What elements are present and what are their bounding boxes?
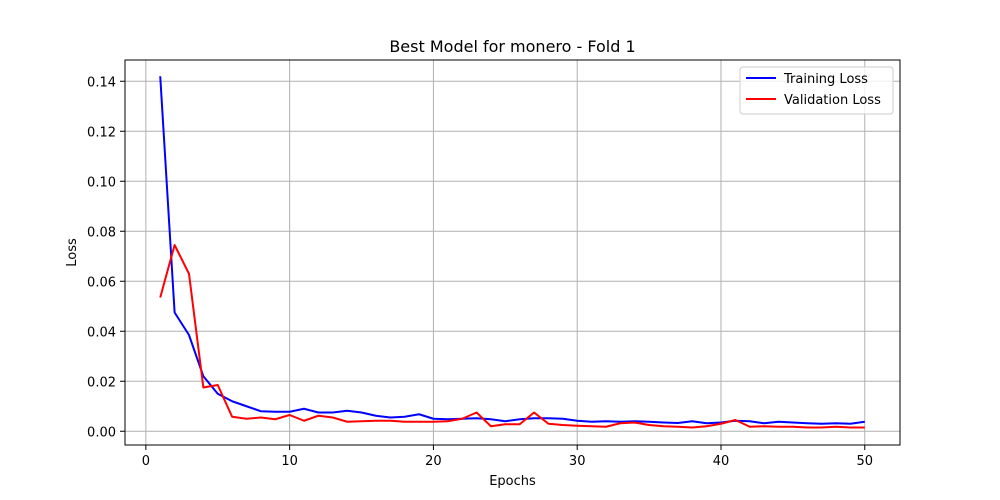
series-line-validation-loss [159,244,865,429]
legend-box [739,66,894,115]
x-tick-label: 0 [142,454,150,469]
y-tick-label: 0.12 [87,125,116,140]
legend-label-training-loss: Training Loss [783,72,868,87]
series-lines [159,76,865,429]
y-tick-label: 0.02 [87,375,116,390]
plot-frame [124,59,901,446]
x-axis-label: Epochs [489,474,536,489]
x-tick-label: 30 [569,454,586,469]
x-axis-ticks: 0 10 20 30 40 50 [142,445,873,469]
y-axis-label: Loss [65,238,80,267]
x-tick-label: 40 [713,454,730,469]
x-tick-label: 10 [281,454,298,469]
y-tick-label: 0.06 [87,275,116,290]
y-tick-label: 0.00 [87,425,116,440]
y-tick-label: 0.14 [87,75,116,90]
x-tick-label: 50 [856,454,873,469]
y-axis-ticks: 0.00 0.02 0.04 0.06 0.08 0.10 0.12 0.14 [87,75,125,440]
x-tick-label: 20 [425,454,442,469]
grid [125,60,900,445]
y-tick-label: 0.08 [87,225,116,240]
y-tick-label: 0.10 [87,175,116,190]
legend-label-validation-loss: Validation Loss [784,93,881,108]
chart-title: Best Model for monero - Fold 1 [389,37,635,56]
series-line-training-loss [159,76,865,425]
legend: Training Loss Validation Loss [739,66,894,115]
y-tick-label: 0.04 [87,325,116,340]
